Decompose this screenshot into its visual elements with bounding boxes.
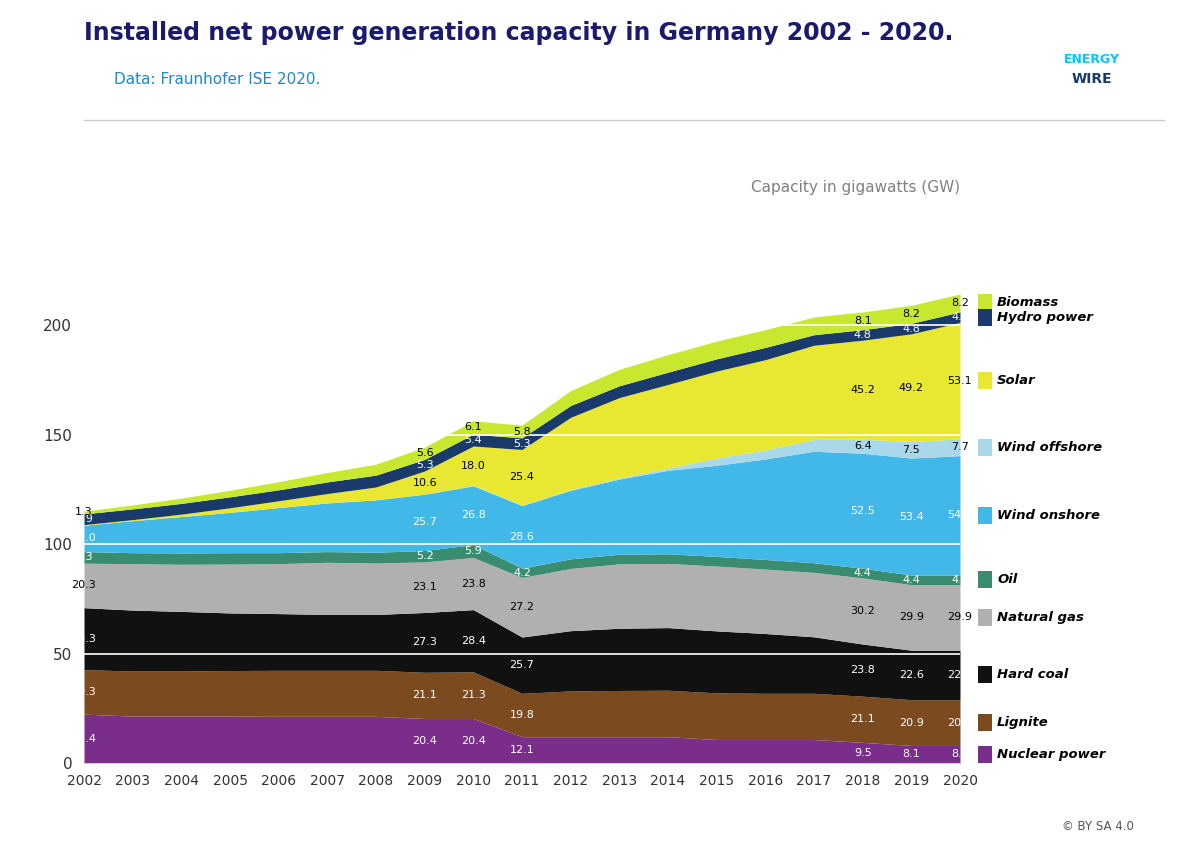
Text: 5.9: 5.9 [464,546,482,556]
Text: 9.5: 9.5 [853,748,871,758]
Text: 5.8: 5.8 [514,427,530,437]
Text: Capacity in gigawatts (GW): Capacity in gigawatts (GW) [751,181,960,195]
Text: 29.9: 29.9 [899,612,924,622]
Text: Data: Fraunhofer ISE 2020.: Data: Fraunhofer ISE 2020. [114,72,320,87]
Text: 12.1: 12.1 [510,745,534,755]
Text: Natural gas: Natural gas [997,611,1084,624]
Text: 23.1: 23.1 [413,583,437,592]
Text: 4.8: 4.8 [853,330,871,340]
Text: 52.5: 52.5 [851,505,875,516]
Text: Installed net power generation capacity in Germany 2002 - 2020.: Installed net power generation capacity … [84,21,953,45]
Text: 25.4: 25.4 [510,472,534,483]
Text: 4.4: 4.4 [902,575,920,585]
Text: 20.9: 20.9 [948,717,972,728]
Text: Lignite: Lignite [997,716,1049,729]
Text: 22.6: 22.6 [948,670,972,680]
Text: 4.8: 4.8 [902,324,920,333]
Text: 22.6: 22.6 [899,670,924,680]
Text: Wind onshore: Wind onshore [997,509,1100,522]
Bar [1026,72,1158,86]
Text: 18.0: 18.0 [461,460,486,471]
Text: 23.8: 23.8 [851,665,875,675]
Text: 8.2: 8.2 [952,298,968,308]
Text: 28.4: 28.4 [461,636,486,645]
Text: 20.4: 20.4 [461,736,486,746]
Text: 27.3: 27.3 [413,638,437,647]
Text: 6.4: 6.4 [853,441,871,451]
Text: 54.5: 54.5 [948,510,972,521]
Text: 10.6: 10.6 [413,477,437,488]
Text: © BY SA 4.0: © BY SA 4.0 [1062,820,1134,833]
Text: 6.1: 6.1 [464,422,482,432]
Text: 28.3: 28.3 [72,633,96,644]
Text: 20.4: 20.4 [413,736,437,746]
Text: 53.4: 53.4 [899,511,924,522]
Text: 5.6: 5.6 [416,449,433,458]
Text: 49.2: 49.2 [899,382,924,393]
Text: 4.4: 4.4 [853,568,871,578]
Text: 20.3: 20.3 [72,687,96,697]
Text: 8.1: 8.1 [853,315,871,326]
Text: Biomass: Biomass [997,297,1060,310]
Text: 5.2: 5.2 [415,551,433,561]
Text: 4.4: 4.4 [952,575,968,585]
Text: ENERGY: ENERGY [1064,53,1120,66]
Text: 5.3: 5.3 [416,460,433,470]
Text: Nuclear power: Nuclear power [997,748,1105,761]
Text: 22.4: 22.4 [72,734,96,744]
Text: 7.7: 7.7 [952,442,968,452]
Text: CLEAN: CLEAN [1069,32,1115,46]
Text: 23.8: 23.8 [461,578,486,589]
Text: 8.1: 8.1 [952,750,968,759]
Text: 8.1: 8.1 [902,750,920,759]
Text: 45.2: 45.2 [851,385,875,394]
Text: 20.9: 20.9 [899,717,924,728]
Text: 30.2: 30.2 [851,606,875,616]
Text: 4.9: 4.9 [76,514,92,524]
Text: WIRE: WIRE [1072,71,1112,86]
Text: 53.1: 53.1 [948,376,972,386]
Text: 1.3: 1.3 [76,507,92,517]
Text: Hard coal: Hard coal [997,668,1068,682]
Text: 4.2: 4.2 [514,568,530,577]
Text: 29.9: 29.9 [948,612,972,622]
Text: 5.3: 5.3 [76,552,92,562]
Text: 8.2: 8.2 [902,310,920,320]
Text: 19.8: 19.8 [510,710,534,720]
Text: Solar: Solar [997,374,1036,387]
Text: 7.5: 7.5 [902,445,920,455]
Text: 26.8: 26.8 [461,510,486,520]
Text: 5.4: 5.4 [464,435,482,445]
Text: 27.2: 27.2 [510,602,534,612]
Text: Hydro power: Hydro power [997,310,1093,324]
Text: Wind offshore: Wind offshore [997,441,1103,454]
Text: 12.0: 12.0 [72,533,96,544]
Text: 21.3: 21.3 [461,690,486,700]
Text: Oil: Oil [997,573,1018,586]
Text: 5.3: 5.3 [514,438,530,449]
Text: 21.1: 21.1 [851,714,875,724]
Text: 25.7: 25.7 [510,660,534,670]
Text: 28.6: 28.6 [510,532,534,542]
Text: 21.1: 21.1 [413,690,437,700]
Text: 25.7: 25.7 [413,517,437,527]
Text: 20.3: 20.3 [72,580,96,590]
Text: 4.8: 4.8 [952,312,968,322]
